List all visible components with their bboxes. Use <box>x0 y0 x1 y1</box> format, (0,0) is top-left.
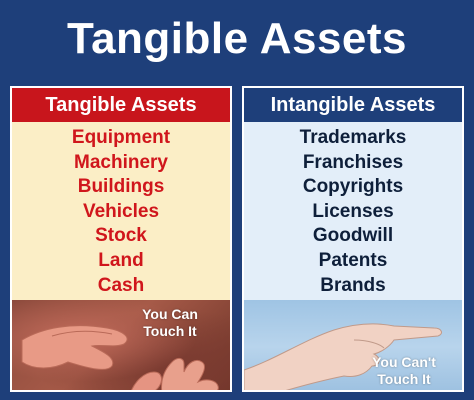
list-item: Patents <box>318 249 388 271</box>
pointing-hand-icon <box>244 323 442 390</box>
list-item: Licenses <box>312 200 394 222</box>
list-item: Equipment <box>71 127 171 148</box>
list-item: Buildings <box>77 176 165 198</box>
hands-icon <box>21 325 219 390</box>
list-item: Machinery <box>74 151 168 173</box>
list-item: Stock <box>95 225 147 247</box>
list-item: Goodwill <box>312 225 394 247</box>
hands-touching-surface-image: You Can Touch It <box>12 300 230 390</box>
page-title: Tangible Assets <box>66 14 408 63</box>
tangible-assets-list: Equipment Machinery Buildings Vehicles S… <box>12 126 230 298</box>
list-item: Copyrights <box>302 176 404 198</box>
list-item: Vehicles <box>82 200 160 222</box>
no-touch-caption: You Can't Touch It <box>354 354 454 388</box>
touch-caption: You Can Touch It <box>120 306 220 340</box>
caption-line: You Can't <box>372 354 436 370</box>
list-item: Cash <box>97 274 145 296</box>
tangible-assets-panel: Tangible Assets Equipment Machinery Buil… <box>10 86 232 392</box>
caption-line: You Can <box>142 306 198 322</box>
intangible-assets-list: Trademarks Franchises Copyrights License… <box>244 126 462 298</box>
hand-pointing-image: You Can't Touch It <box>244 300 462 390</box>
intangible-assets-header: Intangible Assets <box>244 88 462 122</box>
list-item: Trademarks <box>299 127 407 148</box>
list-item: Brands <box>320 274 386 296</box>
list-item: Land <box>98 249 144 271</box>
caption-line: Touch It <box>377 371 431 387</box>
caption-line: Touch It <box>143 323 197 339</box>
list-item: Franchises <box>302 151 404 173</box>
intangible-assets-panel: Intangible Assets Trademarks Franchises … <box>242 86 464 392</box>
tangible-assets-header: Tangible Assets <box>12 88 230 122</box>
